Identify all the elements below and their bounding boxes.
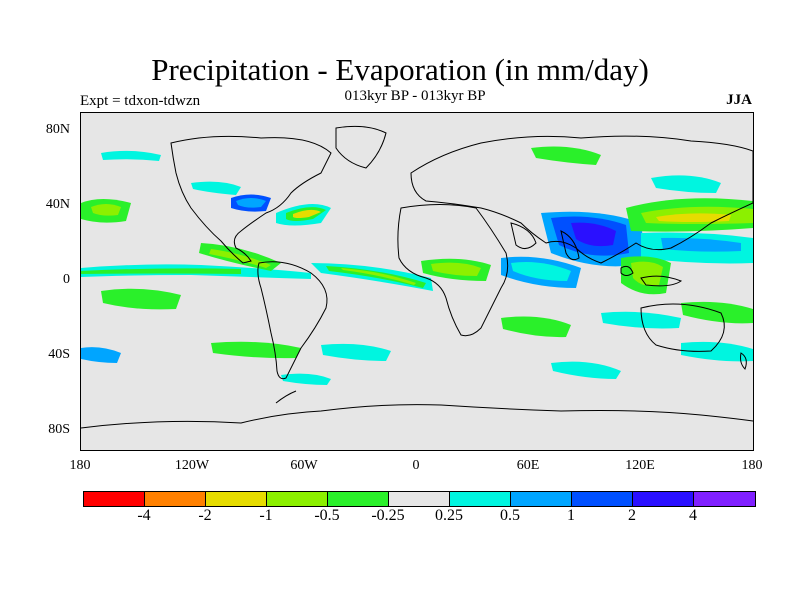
colorbar-label: -0.25 xyxy=(371,507,405,524)
lon-tick-180e: 180 xyxy=(741,458,763,473)
season-label: JJA xyxy=(726,92,752,108)
experiment-label: Expt = tdxon-tdwzn xyxy=(80,93,201,109)
colorbar-label: 0.5 xyxy=(500,507,520,524)
coastlines xyxy=(81,125,753,429)
lon-tick-120e: 120E xyxy=(625,458,655,473)
map-title: Precipitation - Evaporation (in mm/day) xyxy=(151,52,649,87)
colorbar-swatch xyxy=(511,492,572,506)
colorbar-label: 4 xyxy=(689,507,697,524)
colorbar-label: -1 xyxy=(259,507,273,524)
colorbar-label: 0.25 xyxy=(435,507,463,524)
colorbar-swatch xyxy=(694,492,755,506)
lon-tick-120w: 120W xyxy=(174,458,210,473)
colorbar-label: 1 xyxy=(567,507,575,524)
colorbar-swatch xyxy=(84,492,145,506)
lon-tick-0: 0 xyxy=(412,458,420,473)
colorbar-swatch xyxy=(206,492,267,506)
lat-tick-40n: 40N xyxy=(45,197,70,212)
lon-tick-60e: 60E xyxy=(516,458,540,473)
map-plot-area xyxy=(80,112,754,451)
colorbar-swatch xyxy=(572,492,633,506)
colorbar-swatch xyxy=(633,492,694,506)
colorbar-swatch xyxy=(389,492,450,506)
colorbar-swatch xyxy=(145,492,206,506)
anomaly-shading xyxy=(81,146,753,385)
colorbar-swatch xyxy=(328,492,389,506)
lat-tick-40s: 40S xyxy=(48,347,70,362)
lon-tick-60w: 60W xyxy=(290,458,318,473)
lat-tick-80n: 80N xyxy=(45,122,70,137)
contour-map xyxy=(81,125,753,429)
colorbar-label: -4 xyxy=(137,507,151,524)
colorbar-label: -2 xyxy=(198,507,212,524)
colorbar-label: -0.5 xyxy=(314,507,340,524)
colorbar xyxy=(83,491,756,507)
colorbar-swatch xyxy=(450,492,511,506)
colorbar-label: 2 xyxy=(628,507,636,524)
lon-tick-180w: 180 xyxy=(69,458,91,473)
colorbar-swatch xyxy=(267,492,328,506)
map-subtitle: 013kyr BP - 013kyr BP xyxy=(344,88,486,104)
lat-tick-80s: 80S xyxy=(48,422,70,437)
lat-tick-eq: 0 xyxy=(63,272,70,287)
